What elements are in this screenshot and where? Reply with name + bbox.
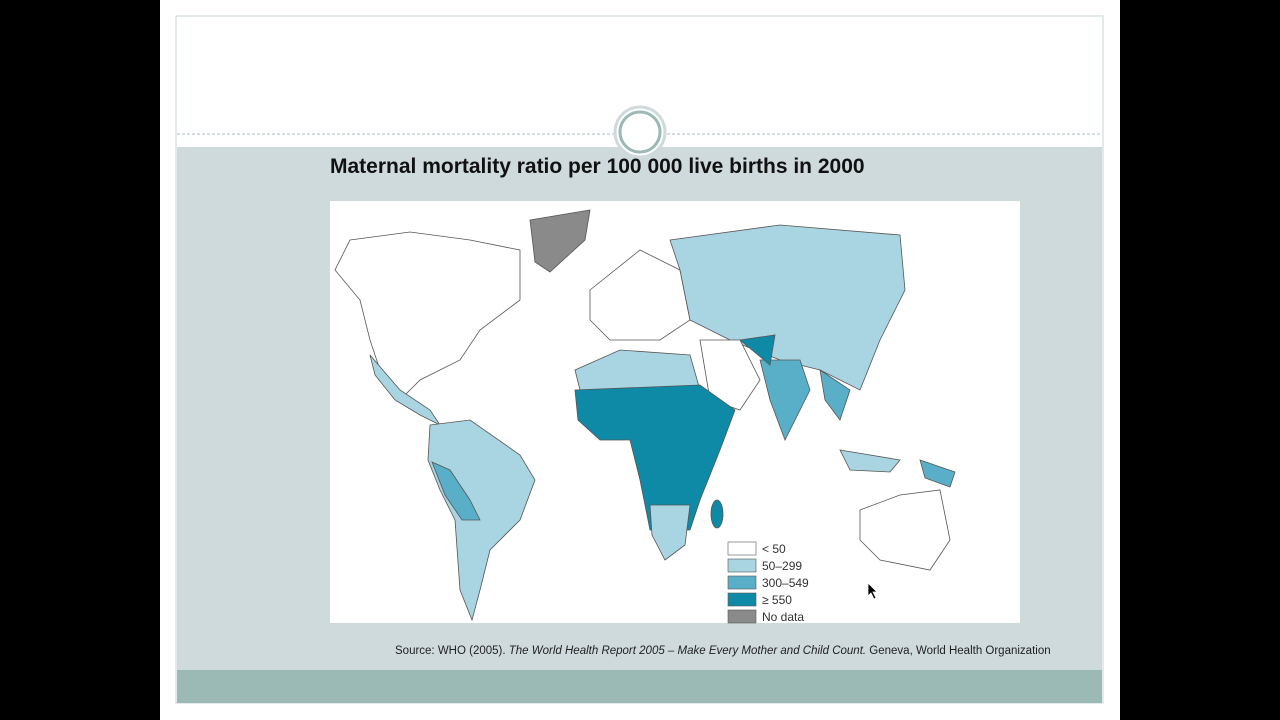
europe	[589, 249, 691, 341]
map: < 50 50–299 300–549 ≥ 550 No data	[330, 201, 1020, 624]
indonesia	[839, 449, 901, 473]
north-africa	[574, 349, 701, 391]
andes	[431, 461, 481, 521]
legend-swatch	[727, 558, 757, 573]
india	[759, 359, 811, 441]
footer-band	[177, 670, 1102, 703]
source-note: Source: WHO (2005). The World Health Rep…	[395, 645, 1051, 657]
greenland	[529, 209, 591, 273]
legend-label: No data	[762, 610, 804, 624]
legend-label: ≥ 550	[762, 593, 792, 607]
legend-label: < 50	[762, 542, 786, 556]
legend-swatch	[727, 592, 757, 607]
southern-africa	[649, 504, 691, 561]
south-america	[427, 419, 536, 622]
legend-label: 300–549	[762, 576, 809, 590]
asia	[669, 224, 906, 391]
legend-swatch	[727, 609, 757, 624]
papua	[919, 459, 956, 488]
southeast-asia	[819, 369, 851, 421]
ornament-inner	[618, 110, 662, 154]
pakistan-afghanistan	[739, 334, 776, 366]
legend-swatch	[727, 575, 757, 590]
north-america	[334, 231, 521, 401]
central-america	[369, 354, 442, 427]
source-suffix: Geneva, World Health Organization	[866, 645, 1051, 657]
legend-label: 50–299	[762, 559, 802, 573]
slide-title: Maternal mortality ratio per 100 000 liv…	[330, 155, 865, 178]
cursor	[867, 582, 878, 600]
australia	[859, 489, 951, 571]
source-prefix: Source: WHO (2005).	[395, 645, 509, 657]
legend-swatch	[727, 541, 757, 556]
legend: < 50 50–299 300–549 ≥ 550 No data	[727, 541, 809, 624]
madagascar	[710, 499, 724, 529]
source-title: The World Health Report 2005 – Make Ever…	[509, 645, 866, 657]
middle-east	[699, 339, 761, 411]
